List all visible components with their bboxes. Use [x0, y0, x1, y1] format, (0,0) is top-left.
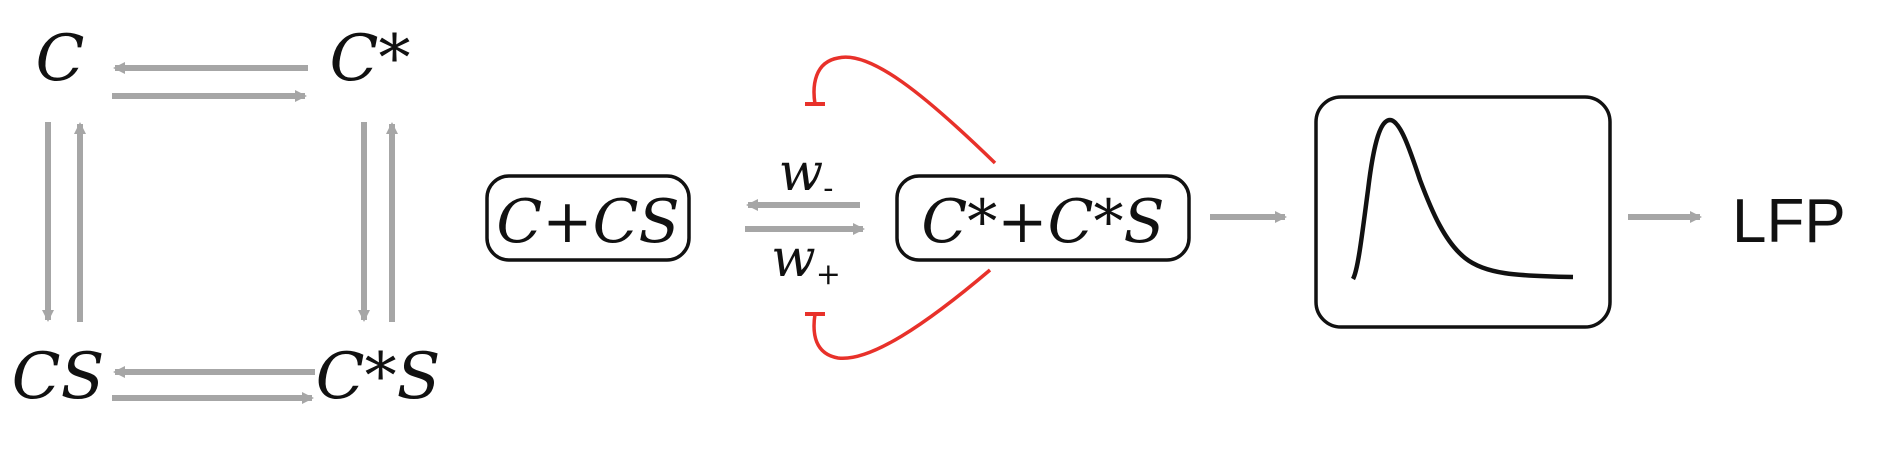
reaction: C+CS C*+C*S w- w+ — [485, 55, 1191, 360]
rate-w-minus-symbol: w — [779, 143, 824, 203]
rate-w-minus-sub: - — [823, 171, 833, 206]
lfp-label: LFP — [1732, 187, 1846, 256]
rate-w-plus-sub: + — [816, 257, 841, 292]
state-cs: CS — [12, 340, 105, 414]
right-state-box — [895, 174, 1191, 262]
left-box-label: C+CS — [496, 187, 679, 257]
left-state-box — [485, 174, 691, 262]
kernel-waveform — [1350, 117, 1574, 281]
rate-w-minus: w- — [779, 143, 834, 206]
state-c-star: C* — [330, 22, 411, 96]
inhibit-curve-top — [812, 55, 997, 165]
state-diagram: C C* CS C*S — [12, 22, 441, 414]
rate-w-plus: w+ — [771, 229, 841, 292]
right-box-label: C*+C*S — [921, 187, 1164, 257]
state-c: C — [36, 22, 85, 96]
state-c-star-s: C*S — [316, 340, 441, 414]
kernel-box — [1314, 95, 1612, 329]
rate-w-plus-symbol: w — [771, 229, 816, 289]
inhibit-curve-bottom — [812, 268, 992, 360]
output-stage: LFP — [1210, 95, 1846, 329]
